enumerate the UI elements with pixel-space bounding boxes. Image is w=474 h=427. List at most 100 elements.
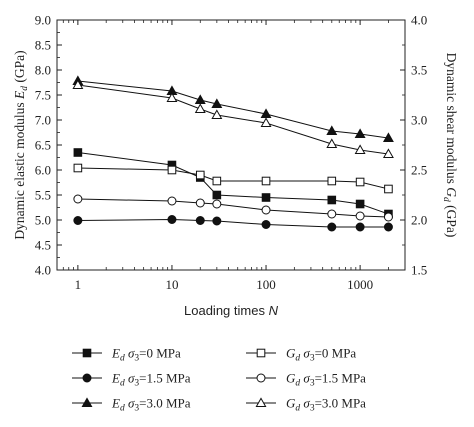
y-left-tick-label: 4.0	[35, 263, 51, 278]
data-point	[327, 195, 337, 205]
data-point	[195, 198, 205, 208]
series-line	[77, 80, 389, 139]
data-point	[167, 196, 177, 206]
legend-label: Gd σ3=1.5 MPa	[286, 371, 366, 389]
series-line	[77, 167, 389, 190]
data-point	[261, 176, 271, 186]
y-right-tick-label: 3.0	[411, 113, 427, 128]
data-point	[73, 148, 83, 157]
y-right-tick-label: 2.5	[411, 163, 427, 178]
data-point	[327, 176, 337, 186]
legend-entry-3: Ed σ3=3.0 MPa	[72, 396, 191, 414]
legend-label: Ed σ3=0 MPa	[111, 346, 181, 364]
legend: Ed σ3=0 MPa Ed σ3=1.5 MPa Ed σ3=3.0 MPa Gd …	[72, 346, 366, 414]
data-point	[166, 92, 178, 102]
axes: 1 10 100 1000 4.0 4.5 5.0 5.5 6.0 6.5 7.0 7.5 8.0 8.5…	[12, 13, 459, 319]
data-point	[195, 170, 205, 180]
data-point	[354, 144, 366, 154]
y-right-tick-label: 2.0	[411, 213, 427, 228]
data-point	[260, 117, 272, 127]
data-point	[73, 216, 83, 225]
y-right-axis-title: Dynamic shear modulus Gd (GPa)	[441, 53, 459, 238]
x-axis-title: Loading times N	[184, 303, 279, 318]
y-left-tick-label: 6.0	[35, 163, 51, 178]
data-point	[355, 199, 365, 209]
y-right-tick-label: 4.0	[411, 13, 427, 28]
data-point	[194, 103, 206, 113]
x-tick-label: 1	[75, 277, 82, 292]
data-point	[326, 138, 338, 148]
legend-label: Ed σ3=3.0 MPa	[111, 396, 191, 414]
legend-label: Gd σ3=0 MPa	[286, 346, 356, 364]
y-left-tick-label: 4.5	[35, 238, 51, 253]
data-point	[355, 177, 365, 187]
data-point	[327, 209, 337, 219]
data-point	[355, 222, 365, 232]
data-point	[73, 163, 83, 173]
data-point	[355, 211, 365, 221]
legend-marker	[256, 348, 266, 358]
data-point	[72, 79, 84, 89]
y-left-tick-label: 8.0	[35, 63, 51, 78]
y-left-tick-label: 7.0	[35, 113, 51, 128]
data-point	[195, 216, 205, 225]
series-6	[72, 79, 394, 158]
legend-marker	[256, 373, 266, 383]
data-point	[326, 125, 338, 135]
data-point	[212, 216, 222, 226]
legend-entry-4: Gd σ3=0 MPa	[246, 346, 356, 364]
y-left-tick-label: 6.5	[35, 138, 51, 153]
data-point	[212, 190, 222, 200]
y-left-axis-title: Dynamic elastic modulus Ed (GPa)	[12, 50, 30, 239]
series-1	[73, 148, 393, 219]
data-point	[212, 199, 222, 209]
legend-entry-1: Ed σ3=0 MPa	[72, 346, 181, 364]
plot-frame	[56, 19, 406, 271]
y-left-tick-label: 7.5	[35, 88, 51, 103]
data-point	[261, 220, 271, 229]
series-line	[77, 84, 389, 155]
x-tick-label: 1000	[347, 277, 373, 292]
y-right-tick-label: 3.5	[411, 63, 427, 78]
data-point	[384, 184, 393, 194]
legend-entry-2: Ed σ3=1.5 MPa	[72, 371, 191, 389]
data-point	[383, 222, 393, 232]
data-point	[382, 132, 394, 142]
data-point	[327, 222, 337, 232]
y-right-tick-label: 1.5	[411, 263, 427, 278]
series-layer	[72, 75, 394, 232]
data-point	[354, 128, 366, 138]
series-4	[73, 163, 393, 194]
series-2	[73, 215, 393, 232]
data-point	[211, 98, 223, 108]
y-left-tick-label: 9.0	[35, 13, 51, 28]
series-5	[73, 194, 393, 222]
series-line	[77, 198, 389, 218]
legend-marker	[82, 348, 92, 358]
data-point	[261, 205, 271, 215]
data-point	[383, 212, 393, 222]
legend-entry-6: Gd σ3=3.0 MPa	[246, 396, 366, 414]
series-line	[77, 152, 389, 215]
legend-label: Ed σ3=1.5 MPa	[111, 371, 191, 389]
series-line	[77, 218, 389, 228]
y-left-tick-label: 5.0	[35, 213, 51, 228]
data-point	[382, 148, 394, 158]
legend-entry-5: Gd σ3=1.5 MPa	[246, 371, 366, 389]
data-point	[261, 193, 271, 202]
series-3	[72, 75, 394, 142]
legend-marker	[82, 373, 92, 383]
x-tick-label: 100	[256, 277, 276, 292]
legend-marker	[81, 397, 93, 407]
data-point	[167, 165, 177, 175]
legend-marker	[255, 397, 267, 407]
data-point	[211, 109, 223, 119]
legend-label: Gd σ3=3.0 MPa	[286, 396, 366, 414]
y-left-tick-label: 5.5	[35, 188, 51, 203]
data-point	[73, 194, 83, 204]
data-point	[167, 215, 177, 224]
data-point	[212, 176, 222, 186]
y-left-tick-label: 8.5	[35, 38, 51, 53]
x-tick-label: 10	[165, 277, 178, 292]
